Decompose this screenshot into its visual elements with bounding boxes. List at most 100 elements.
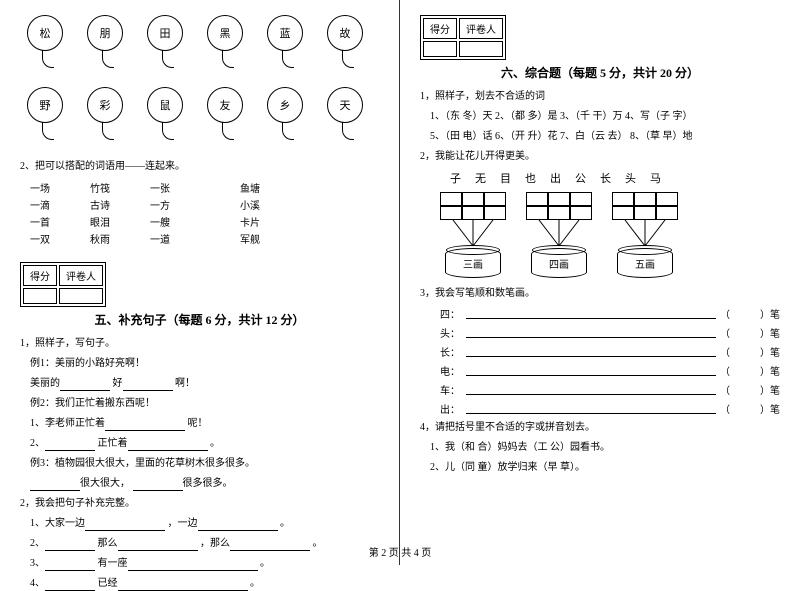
balloon-string	[342, 50, 354, 68]
stroke-end: ）笔	[760, 382, 780, 397]
balloons-row-1: 松朋田黑蓝故	[20, 15, 379, 75]
stroke-char: 车：	[440, 382, 462, 397]
r-q2-title: 2，我能让花儿开得更美。	[420, 149, 780, 164]
t: 。	[260, 558, 270, 569]
stroke-end: ）笔	[760, 401, 780, 416]
grader-label: 评卷人	[459, 18, 503, 39]
balloon: 乡	[260, 87, 310, 147]
match-item: 一道	[150, 231, 240, 246]
char-item: 无	[475, 170, 486, 186]
ex1-fill: 美丽的 好 啊！	[30, 376, 379, 391]
char-item: 头	[625, 170, 636, 186]
match-item: 一艘	[150, 214, 240, 229]
l4: 4、 已经 。	[30, 576, 379, 591]
t: 。	[250, 578, 260, 589]
stroke-end: ）笔	[760, 344, 780, 359]
section6-header: 得分评卷人	[420, 15, 780, 60]
section6-title: 六、综合题（每题 5 分，共计 20 分）	[420, 64, 780, 81]
t: 2、	[30, 438, 45, 449]
grid-box	[526, 192, 592, 220]
balloon-char: 友	[207, 87, 243, 123]
match-item: 鱼塘	[240, 180, 300, 195]
char-item: 长	[600, 170, 611, 186]
match-item: 秋雨	[90, 231, 150, 246]
balloon-string	[42, 122, 54, 140]
stroke-row: 长：（）笔	[440, 344, 780, 359]
char-item: 也	[525, 170, 536, 186]
balloon-string	[222, 50, 234, 68]
t: 好	[113, 378, 123, 389]
match-item: 卡片	[240, 214, 300, 229]
t: 美丽的	[30, 378, 60, 389]
char-item: 目	[500, 170, 511, 186]
lines-icon	[529, 220, 589, 248]
stroke-char: 长：	[440, 344, 462, 359]
char-item: 子	[450, 170, 461, 186]
match-item: 眼泪	[90, 214, 150, 229]
stroke-char: 电：	[440, 363, 462, 378]
balloon-char: 朋	[87, 15, 123, 51]
stroke-char: 四：	[440, 306, 462, 321]
table-group: 五画	[612, 192, 678, 278]
stroke-line	[466, 309, 716, 319]
section5-header: 得分评卷人	[20, 262, 379, 307]
balloon-char: 松	[27, 15, 63, 51]
grid-box	[612, 192, 678, 220]
table-set: 三画四画五画	[440, 192, 780, 278]
balloon-string	[102, 122, 114, 140]
grader-label: 评卷人	[59, 265, 103, 286]
match-item: 一张	[150, 180, 240, 195]
match-table: 一场一滴一首一双 竹筏古诗眼泪秋雨 一张一方一艘一道 鱼塘小溪卡片军舰	[20, 180, 379, 248]
stroke-row: 头：（）笔	[440, 325, 780, 340]
balloon-string	[162, 122, 174, 140]
char-item: 公	[575, 170, 586, 186]
grid-box	[440, 192, 506, 220]
table-group: 三画	[440, 192, 506, 278]
match-item: 军舰	[240, 231, 300, 246]
cylinder-label: 五画	[617, 248, 673, 278]
stroke-line	[466, 328, 716, 338]
balloon-string	[282, 50, 294, 68]
stroke-char: 头：	[440, 325, 462, 340]
t: 很多很多。	[183, 478, 233, 489]
ex1-label: 例1：美丽的小路好亮啊！	[30, 356, 379, 371]
balloon: 天	[320, 87, 370, 147]
balloon: 鼠	[140, 87, 190, 147]
lines-icon	[615, 220, 675, 248]
right-column: 得分评卷人 六、综合题（每题 5 分，共计 20 分） 1，照样子，划去不合适的…	[400, 0, 800, 565]
stroke-end: ）笔	[760, 363, 780, 378]
balloon-string	[282, 122, 294, 140]
stroke-line	[466, 366, 716, 376]
stroke-row: 电：（）笔	[440, 363, 780, 378]
r-q4-title: 4，请把括号里不合适的字或拼音划去。	[420, 420, 780, 435]
balloon: 田	[140, 15, 190, 75]
t: ，一边	[168, 518, 198, 529]
r-q4-2: 2、儿（同 童）放学归来（早 草）。	[430, 460, 780, 475]
balloon: 黑	[200, 15, 250, 75]
s5-q2: 2，我会把句子补充完整。	[20, 496, 379, 511]
stroke-end: ）笔	[760, 306, 780, 321]
match-item: 竹筏	[90, 180, 150, 195]
stroke-line	[466, 404, 716, 414]
match-item: 小溪	[240, 197, 300, 212]
ex2-b: 2、 正忙着 。	[30, 436, 379, 451]
stroke-char: 出：	[440, 401, 462, 416]
table-group: 四画	[526, 192, 592, 278]
balloon-string	[162, 50, 174, 68]
balloon-char: 乡	[267, 87, 303, 123]
balloon-char: 故	[327, 15, 363, 51]
cylinder-label: 三画	[445, 248, 501, 278]
balloon: 故	[320, 15, 370, 75]
balloon-char: 彩	[87, 87, 123, 123]
r-q1-line2: 5、（田 电）话 6、（开 升）花 7、白（云 去） 8、（草 早）地	[430, 129, 780, 144]
cylinder-label: 四画	[531, 248, 587, 278]
ex3-label: 例3：植物园很大很大，里面的花草树木很多很多。	[30, 456, 379, 471]
r-q1-line1: 1、（东 冬）天 2、（都 多）是 3、（千 干）万 4、写（子 字）	[430, 109, 780, 124]
stroke-row: 出：（）笔	[440, 401, 780, 416]
balloons-row-2: 野彩鼠友乡天	[20, 87, 379, 147]
stroke-line	[466, 385, 716, 395]
score-label: 得分	[423, 18, 457, 39]
q2-title: 2、把可以搭配的词语用——连起来。	[20, 159, 379, 174]
t: 已经	[98, 578, 118, 589]
balloon: 松	[20, 15, 70, 75]
